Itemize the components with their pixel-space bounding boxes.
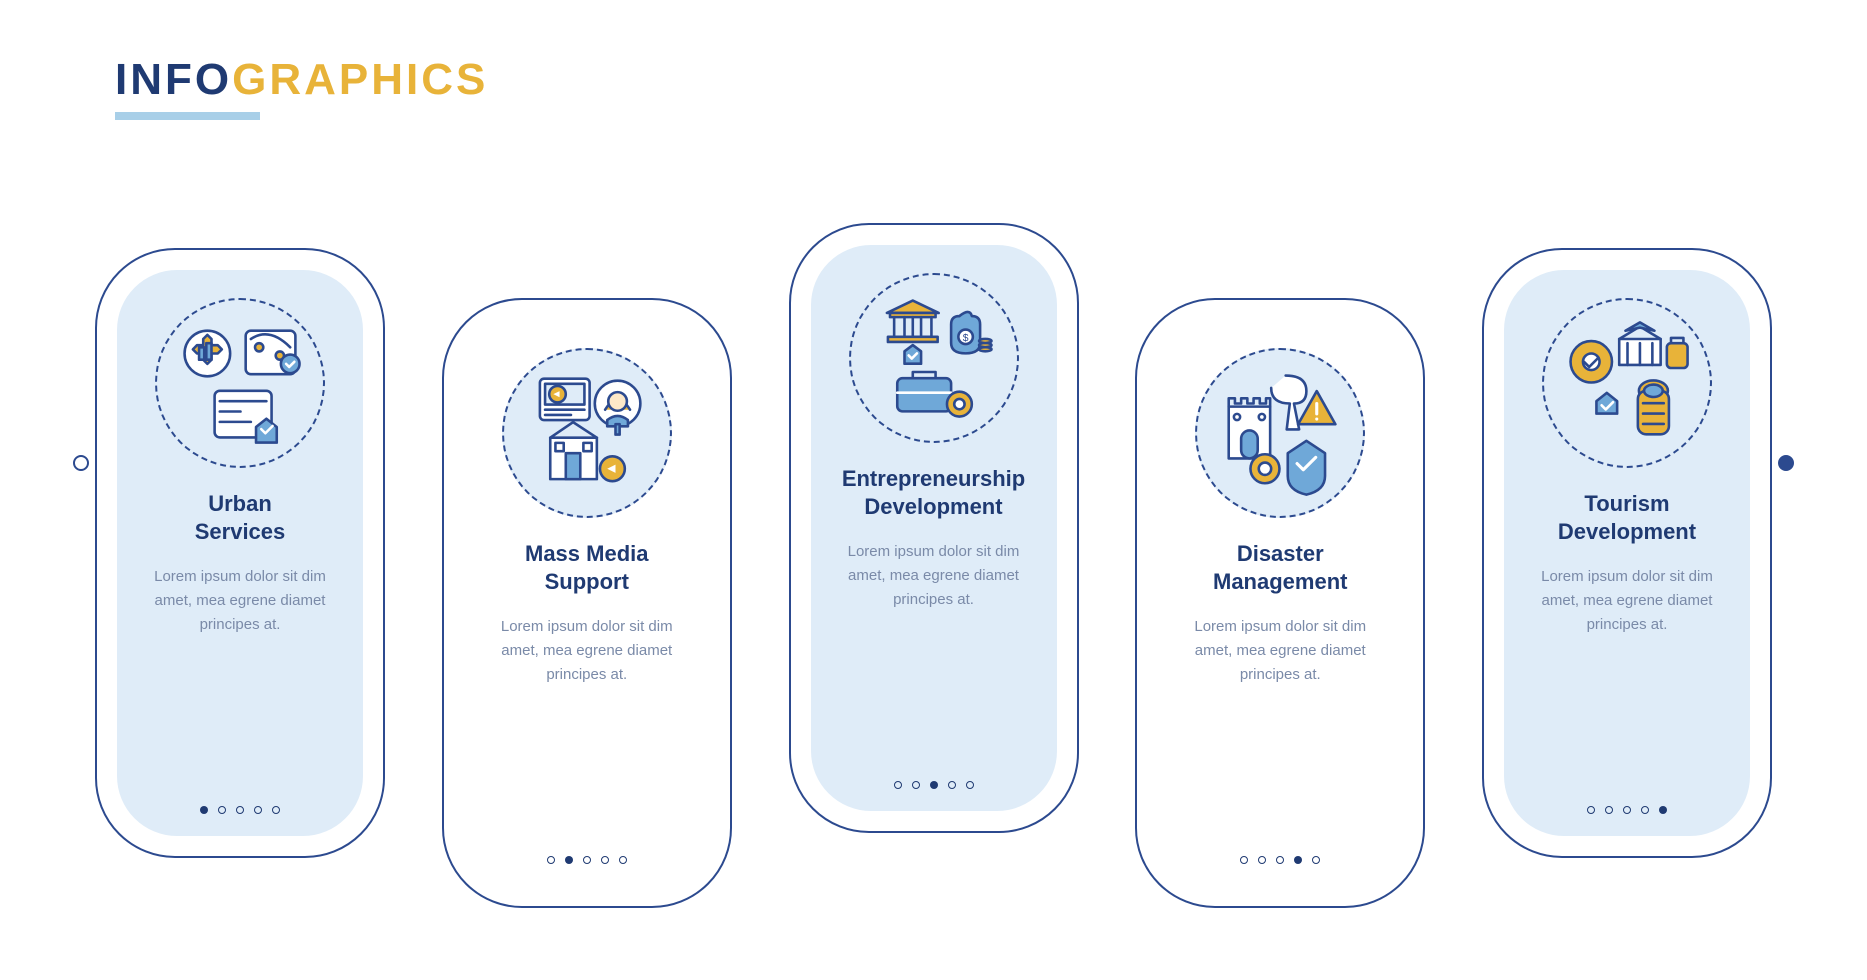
card-body: Lorem ipsum dolor sit dim amet, mea egre…: [482, 615, 692, 842]
dot: [948, 781, 956, 789]
tourism-icon: [1542, 298, 1712, 468]
title-part2: GRAPHICS: [232, 55, 488, 104]
dot: [1641, 806, 1649, 814]
card-title: DisasterManagement: [1205, 540, 1355, 597]
connector-end: [1778, 455, 1794, 471]
dot: [1294, 856, 1302, 864]
dot: [565, 856, 573, 864]
dot: [218, 806, 226, 814]
dot: [966, 781, 974, 789]
card-entrepreneurship: EntrepreneurshipDevelopment Lorem ipsum d…: [789, 223, 1079, 833]
title-part1: INFO: [115, 55, 232, 104]
card-inner: UrbanServices Lorem ipsum dolor sit dim a…: [117, 270, 363, 836]
dot: [1312, 856, 1320, 864]
dot: [547, 856, 555, 864]
card-disaster: DisasterManagement Lorem ipsum dolor sit …: [1135, 298, 1425, 908]
disaster-icon: [1195, 348, 1365, 518]
card-dots: [894, 781, 974, 789]
dot: [1587, 806, 1595, 814]
card-inner: TourismDevelopment Lorem ipsum dolor sit …: [1504, 270, 1750, 836]
dot: [236, 806, 244, 814]
card-tourism: TourismDevelopment Lorem ipsum dolor sit …: [1482, 248, 1772, 858]
media-icon: [502, 348, 672, 518]
card-dots: [1587, 806, 1667, 814]
card-title: Mass MediaSupport: [517, 540, 657, 597]
dot: [894, 781, 902, 789]
card-body: Lorem ipsum dolor sit dim amet, mea egre…: [829, 540, 1039, 767]
infographic-stage: UrbanServices Lorem ipsum dolor sit dim a…: [95, 115, 1772, 960]
card-inner: Mass MediaSupport Lorem ipsum dolor sit d…: [464, 320, 710, 886]
card-dots: [1240, 856, 1320, 864]
card-inner: DisasterManagement Lorem ipsum dolor sit …: [1157, 320, 1403, 886]
dot: [1659, 806, 1667, 814]
urban-icon: [155, 298, 325, 468]
page-title: INFOGRAPHICS: [115, 55, 488, 105]
dot: [601, 856, 609, 864]
dot: [1605, 806, 1613, 814]
dot: [1258, 856, 1266, 864]
card-body: Lorem ipsum dolor sit dim amet, mea egre…: [1522, 565, 1732, 792]
card-title: TourismDevelopment: [1550, 490, 1704, 547]
card-dots: [547, 856, 627, 864]
card-body: Lorem ipsum dolor sit dim amet, mea egre…: [135, 565, 345, 792]
cards-row: UrbanServices Lorem ipsum dolor sit dim a…: [95, 115, 1772, 960]
card-mass-media: Mass MediaSupport Lorem ipsum dolor sit d…: [442, 298, 732, 908]
dot: [200, 806, 208, 814]
dot: [1276, 856, 1284, 864]
dot: [254, 806, 262, 814]
connector-start: [73, 455, 89, 471]
business-icon: [849, 273, 1019, 443]
dot: [912, 781, 920, 789]
card-body: Lorem ipsum dolor sit dim amet, mea egre…: [1175, 615, 1385, 842]
dot: [583, 856, 591, 864]
dot: [272, 806, 280, 814]
dot: [1623, 806, 1631, 814]
card-dots: [200, 806, 280, 814]
card-urban-services: UrbanServices Lorem ipsum dolor sit dim a…: [95, 248, 385, 858]
dot: [1240, 856, 1248, 864]
dot: [619, 856, 627, 864]
card-title: EntrepreneurshipDevelopment: [834, 465, 1033, 522]
card-title: UrbanServices: [187, 490, 294, 547]
dot: [930, 781, 938, 789]
card-inner: EntrepreneurshipDevelopment Lorem ipsum d…: [811, 245, 1057, 811]
